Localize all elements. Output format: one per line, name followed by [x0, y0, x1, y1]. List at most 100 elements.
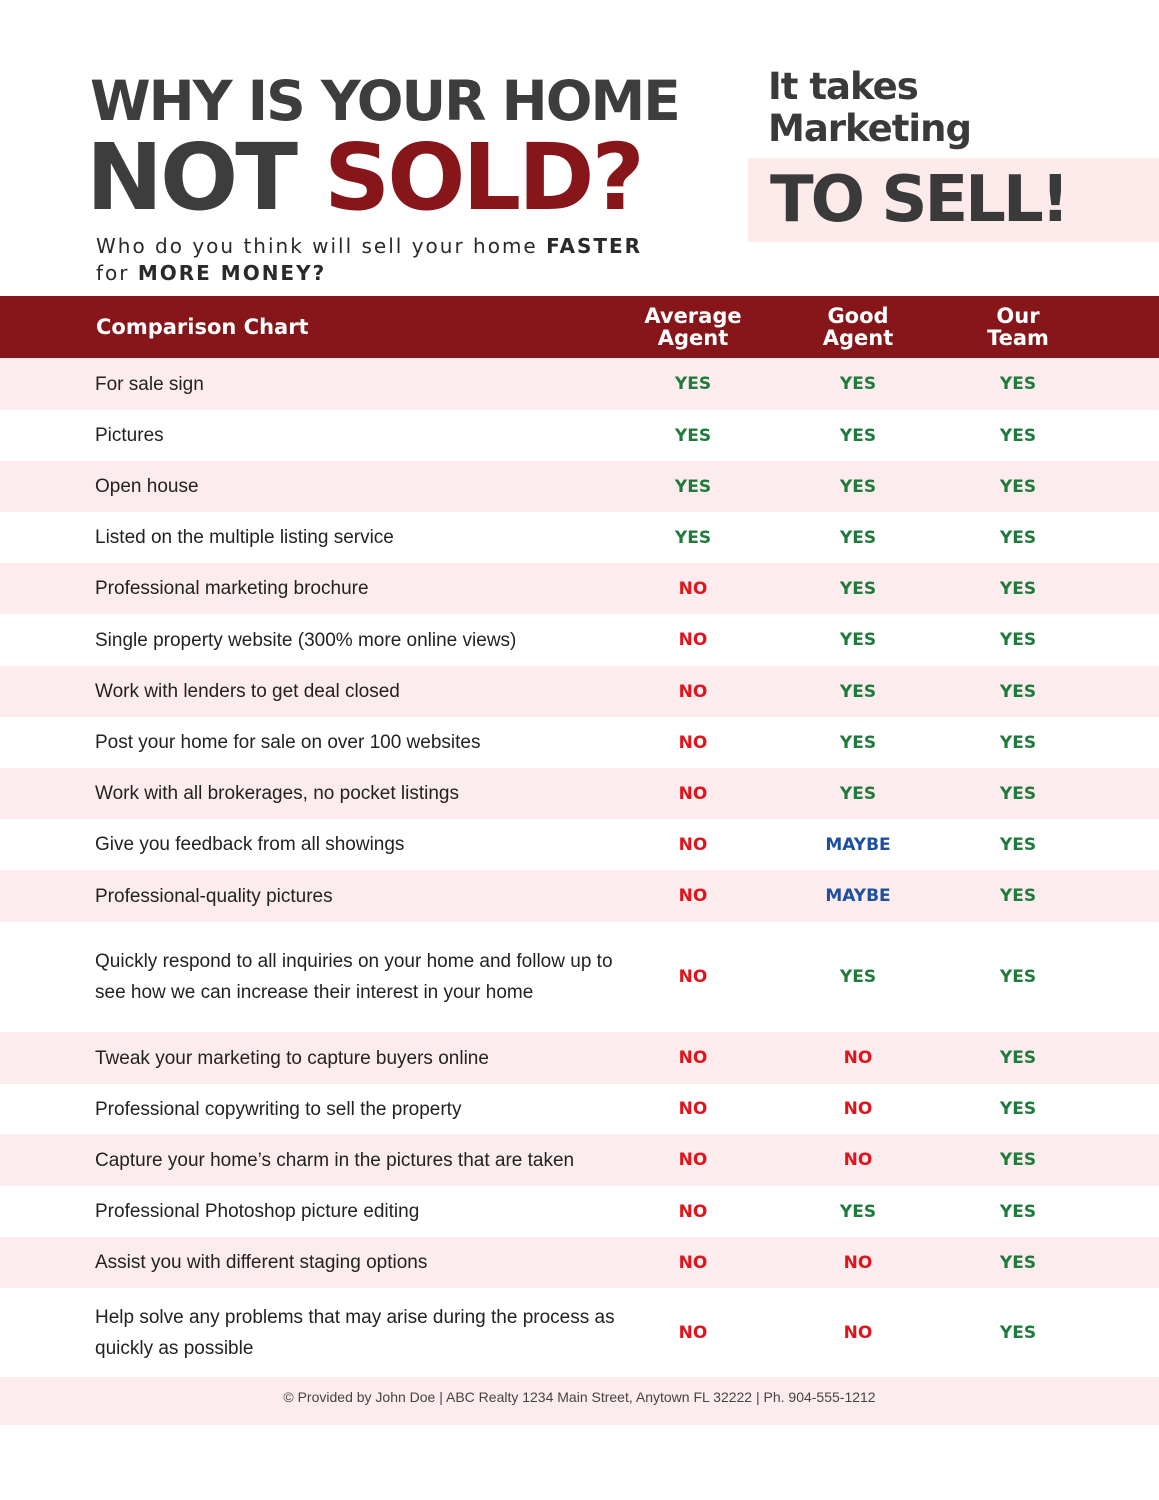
subheadline-faster: FASTER	[546, 234, 643, 258]
row-value: NO	[678, 578, 708, 599]
column-header-line: Agent	[657, 326, 729, 350]
table-row: Quickly respond to all inquiries on your…	[0, 922, 1159, 1032]
row-value: YES	[999, 783, 1037, 804]
column-header-line: Our	[996, 304, 1040, 328]
column-header-line: Average	[644, 304, 742, 328]
row-value: YES	[839, 476, 877, 497]
row-value: YES	[839, 578, 877, 599]
row-value: YES	[839, 527, 877, 548]
row-value: YES	[839, 630, 877, 650]
row-value: YES	[999, 1201, 1037, 1222]
footer: © Provided by John Doe | ABC Realty 1234…	[0, 1377, 1159, 1425]
row-label: Tweak your marketing to capture buyers o…	[95, 1047, 489, 1069]
row-value: YES	[999, 732, 1037, 753]
subheadline-part2: for	[96, 261, 130, 285]
headline-sold: SOLD?	[324, 124, 645, 231]
row-value: NO	[678, 630, 708, 650]
row-value: YES	[839, 425, 877, 446]
row-value: YES	[999, 425, 1037, 446]
column-header-good-agent: Good Agent	[783, 305, 933, 349]
row-value: YES	[674, 476, 712, 497]
tagline-line1: It takes	[768, 65, 919, 108]
column-header-line: Good	[827, 304, 889, 328]
table-row: Professional marketing brochure NO YES YES	[0, 563, 1159, 614]
table-row: Capture your home’s charm in the picture…	[0, 1134, 1159, 1186]
row-value: NO	[843, 1048, 873, 1068]
table-row: Work with all brokerages, no pocket list…	[0, 768, 1159, 819]
row-label: Professional marketing brochure	[95, 578, 369, 599]
column-header-line: Team	[987, 326, 1049, 350]
row-value: YES	[999, 527, 1037, 548]
tagline-line2: Marketing	[768, 107, 972, 150]
row-label: Assist you with different staging option…	[95, 1252, 428, 1273]
row-label: Professional-quality pictures	[95, 885, 333, 907]
headline-line1: WHY IS YOUR HOME	[90, 69, 681, 133]
row-value: YES	[839, 1201, 877, 1222]
table-row: Listed on the multiple listing service YE…	[0, 512, 1159, 563]
row-label: Help solve any problems that may arise d…	[95, 1306, 615, 1359]
row-value: YES	[999, 1099, 1037, 1119]
row-value: MAYBE	[825, 886, 891, 906]
row-label: Single property website (300% more onlin…	[95, 629, 517, 651]
to-sell-text: TO SELL!	[770, 163, 1070, 237]
row-value: NO	[678, 834, 708, 855]
headline-line2: NOT SOLD?	[86, 132, 645, 224]
row-value: YES	[999, 1322, 1037, 1343]
tagline: It takes Marketing	[768, 65, 972, 150]
row-label: Quickly respond to all inquiries on your…	[95, 951, 613, 1003]
row-value: YES	[839, 783, 877, 804]
row-value: NO	[678, 783, 708, 804]
row-value: YES	[674, 425, 712, 446]
table-row: Professional copywriting to sell the pro…	[0, 1084, 1159, 1134]
row-label: Work with all brokerages, no pocket list…	[95, 783, 459, 804]
row-value: MAYBE	[825, 834, 891, 855]
row-value: NO	[843, 1099, 873, 1119]
table-row: Help solve any problems that may arise d…	[0, 1288, 1159, 1377]
row-label: Open house	[95, 476, 199, 497]
row-label: Work with lenders to get deal closed	[95, 681, 400, 702]
row-value: YES	[839, 967, 877, 987]
headline-not: NOT	[86, 124, 298, 231]
row-value: NO	[678, 681, 708, 702]
row-value: YES	[674, 527, 712, 548]
table-row: Open house YES YES YES	[0, 461, 1159, 512]
row-label: Post your home for sale on over 100 webs…	[95, 732, 481, 753]
row-value: NO	[678, 1322, 708, 1343]
row-value: NO	[678, 1252, 708, 1273]
row-value: YES	[839, 374, 877, 394]
row-value: YES	[674, 374, 712, 394]
column-header-average-agent: Average Agent	[618, 305, 768, 349]
subheadline-more-money: MORE MONEY?	[137, 261, 327, 285]
row-value: YES	[999, 578, 1037, 599]
table-row: Single property website (300% more onlin…	[0, 614, 1159, 666]
row-value: YES	[999, 630, 1037, 650]
comparison-table-header: Comparison Chart Average Agent Good Agen…	[0, 296, 1159, 358]
row-value: NO	[678, 732, 708, 753]
row-value: YES	[999, 476, 1037, 497]
table-row: Post your home for sale on over 100 webs…	[0, 717, 1159, 768]
row-label: Give you feedback from all showings	[95, 834, 405, 855]
row-value: NO	[678, 886, 708, 906]
row-value: NO	[843, 1150, 873, 1170]
table-row: Pictures YES YES YES	[0, 410, 1159, 461]
row-label: Pictures	[95, 425, 164, 446]
row-value: NO	[843, 1322, 873, 1343]
row-label: Listed on the multiple listing service	[95, 527, 394, 548]
row-value: YES	[999, 374, 1037, 394]
table-row: Professional-quality pictures NO MAYBE YES	[0, 870, 1159, 922]
row-value: NO	[678, 1150, 708, 1170]
row-value: YES	[999, 967, 1037, 987]
table-row: Give you feedback from all showings NO MAY…	[0, 819, 1159, 870]
table-row: Tweak your marketing to capture buyers o…	[0, 1032, 1159, 1084]
row-value: NO	[843, 1252, 873, 1273]
row-value: NO	[678, 1099, 708, 1119]
row-label: Capture your home’s charm in the picture…	[95, 1149, 575, 1171]
subheadline: Who do you think will sell your home FAS…	[96, 233, 642, 287]
row-value: YES	[999, 1048, 1037, 1068]
subheadline-part1: Who do you think will sell your home	[96, 234, 538, 258]
row-value: YES	[999, 1252, 1037, 1273]
comparison-chart-title: Comparison Chart	[96, 315, 309, 339]
row-value: YES	[999, 1150, 1037, 1170]
column-header-our-team: Our Team	[943, 305, 1093, 349]
to-sell-banner: TO SELL!	[748, 158, 1159, 242]
